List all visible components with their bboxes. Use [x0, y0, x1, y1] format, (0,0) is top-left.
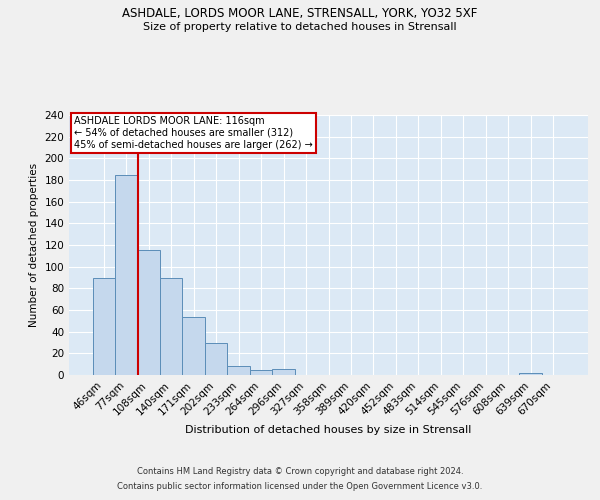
Text: Contains public sector information licensed under the Open Government Licence v3: Contains public sector information licen… [118, 482, 482, 491]
Text: Contains HM Land Registry data © Crown copyright and database right 2024.: Contains HM Land Registry data © Crown c… [137, 467, 463, 476]
Bar [182, 316, 205, 375]
Bar [115, 174, 137, 375]
Bar [137, 250, 160, 375]
Bar [160, 278, 182, 375]
Bar [92, 278, 115, 375]
Bar [520, 373, 542, 375]
Bar [205, 342, 227, 375]
Text: ASHDALE, LORDS MOOR LANE, STRENSALL, YORK, YO32 5XF: ASHDALE, LORDS MOOR LANE, STRENSALL, YOR… [122, 8, 478, 20]
Text: ASHDALE LORDS MOOR LANE: 116sqm
← 54% of detached houses are smaller (312)
45% o: ASHDALE LORDS MOOR LANE: 116sqm ← 54% of… [74, 116, 313, 150]
Bar [272, 368, 295, 375]
Y-axis label: Number of detached properties: Number of detached properties [29, 163, 39, 327]
X-axis label: Distribution of detached houses by size in Strensall: Distribution of detached houses by size … [185, 425, 472, 435]
Bar [250, 370, 272, 375]
Bar [227, 366, 250, 375]
Text: Size of property relative to detached houses in Strensall: Size of property relative to detached ho… [143, 22, 457, 32]
